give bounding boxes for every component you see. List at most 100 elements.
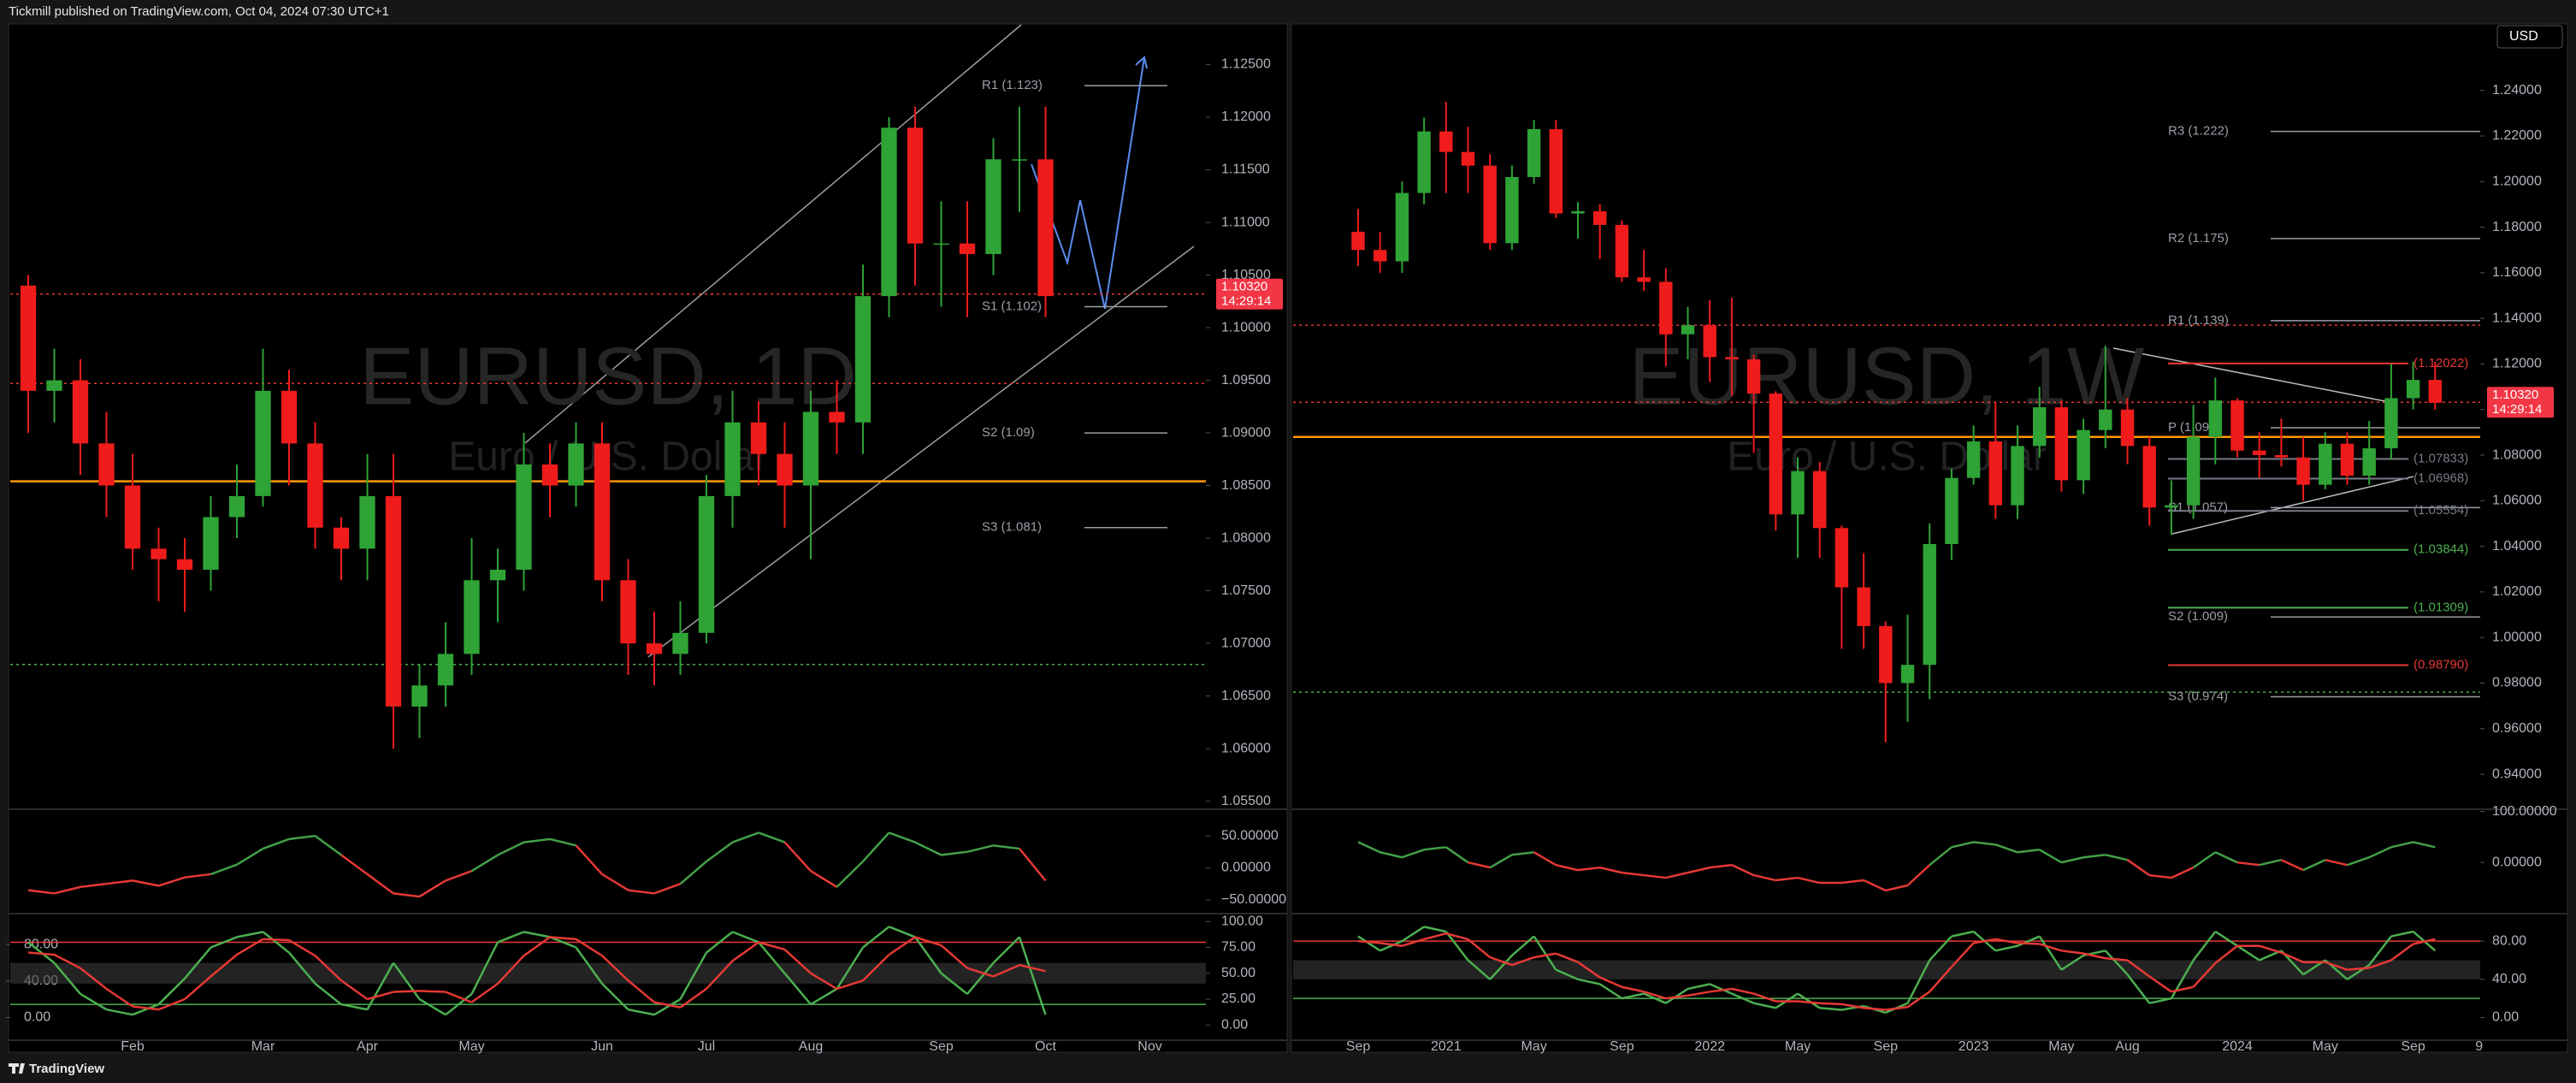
- indicator-segment: [2017, 942, 2040, 945]
- x-tick-label: Sep: [929, 1039, 954, 1054]
- candle-body: [2011, 446, 2024, 506]
- indicator-segment: [2192, 962, 2217, 988]
- fib-label: (1.03844): [2414, 542, 2468, 557]
- projection-path: [1031, 56, 1145, 310]
- currency-button[interactable]: [2496, 25, 2563, 49]
- indicator-segment: [1555, 968, 1579, 980]
- indicator-segment: [783, 841, 812, 873]
- indicator-segment: [889, 831, 916, 843]
- candle-body: [750, 422, 767, 454]
- indicator-segment: [210, 954, 238, 978]
- indicator-segment: [288, 951, 316, 985]
- indicator-segment: [2149, 873, 2172, 879]
- y-tick-label: 1.08500: [1221, 478, 1271, 493]
- indicator-segment: [1511, 935, 1535, 956]
- candle-body: [1769, 394, 1783, 515]
- fib-label: (1.01309): [2414, 600, 2468, 614]
- x-tick-label: Aug: [799, 1039, 823, 1054]
- candle-body: [802, 411, 819, 486]
- fib-label: (1.05554): [2414, 503, 2468, 518]
- indicator-segment: [810, 987, 838, 1006]
- indicator-segment: [940, 972, 968, 995]
- indicator-segment: [575, 946, 604, 985]
- indicator-segment: [470, 941, 499, 995]
- candle-body: [1037, 159, 1054, 297]
- y-tick-label: 1.12000: [2492, 357, 2542, 371]
- candle-body: [541, 464, 558, 486]
- candle-body: [829, 411, 845, 423]
- indicator-segment: [1710, 987, 1733, 993]
- indicator-segment: [1423, 926, 1447, 933]
- candle-body: [1923, 543, 1936, 666]
- indicator-segment: [1577, 961, 1601, 979]
- indicator-segment: [2236, 944, 2260, 962]
- x-tick-label: 2024: [2222, 1039, 2253, 1054]
- x-tick-label: Mar: [251, 1039, 275, 1054]
- candle-body: [359, 495, 375, 549]
- indicator-segment: [1599, 983, 1623, 1000]
- y-tick-label: 1.02000: [2492, 584, 2542, 599]
- candle-body: [307, 443, 323, 528]
- indicator-segment: [2105, 956, 2128, 962]
- indicator-segment: [470, 982, 499, 1003]
- triangle-line: [2171, 476, 2414, 535]
- pivot-label: S3 (0.974): [2168, 689, 2228, 703]
- currency-label[interactable]: USD: [2509, 29, 2538, 44]
- y-tick-label: 80.00: [24, 937, 58, 951]
- y-tick-label: 1.08000: [1221, 530, 1271, 545]
- indicator-segment: [366, 873, 394, 895]
- drawings: [524, 24, 2414, 658]
- indicator-segment: [106, 879, 133, 885]
- indicator-segment: [1556, 863, 1579, 872]
- indicator-segment: [2148, 997, 2172, 1004]
- indicator-segment: [2280, 859, 2304, 872]
- pivot-label: S2 (1.09): [982, 425, 1035, 440]
- candle-body: [2428, 380, 2443, 403]
- y-tick-label: 1.12000: [1221, 109, 1271, 124]
- candle-body: [2406, 380, 2420, 399]
- candle-body: [1461, 151, 1475, 166]
- y-tick-label: 0.96000: [2492, 721, 2542, 736]
- indicator-segment: [340, 979, 369, 1001]
- y-tick-label: 1.16000: [2492, 265, 2542, 280]
- candle-body: [724, 422, 741, 496]
- indicator-segment: [1489, 955, 1513, 980]
- indicator-segment: [2280, 951, 2304, 963]
- fib-label: (1.07833): [2414, 451, 2468, 465]
- candle-body: [594, 443, 611, 581]
- candle-body: [1791, 470, 1805, 515]
- indicator-segment: [966, 962, 995, 995]
- indicator-segment: [1357, 841, 1381, 854]
- indicator-segment: [679, 951, 708, 1000]
- indicator-segment: [132, 879, 159, 887]
- indicator-segment: [941, 850, 968, 856]
- last-price-tag: [1216, 278, 1283, 310]
- indicator-segment: [2302, 859, 2326, 872]
- indicator-segment: [1401, 849, 1425, 859]
- x-tick-label: May: [2313, 1039, 2338, 1054]
- indicator-segment: [2061, 950, 2084, 955]
- candle-body: [1637, 277, 1651, 282]
- indicator-segment: [2214, 944, 2238, 964]
- indicator-segment: [628, 889, 655, 895]
- indicator-segment: [888, 936, 916, 956]
- indicator-segment: [679, 861, 707, 885]
- indicator-segment: [913, 936, 942, 974]
- countdown: 14:29:14: [2492, 402, 2542, 417]
- indicator-segment: [2390, 930, 2414, 938]
- indicator-segment: [523, 936, 551, 957]
- candle-body: [20, 285, 37, 391]
- x-tick-label: May: [1785, 1039, 1811, 1054]
- indicator-segment: [1994, 843, 2018, 854]
- last-price-tag: [2487, 387, 2554, 418]
- indicator-segment: [1973, 938, 1996, 944]
- indicator-segment: [1380, 942, 1403, 947]
- y-tick-label: 100.00: [1221, 914, 1263, 928]
- indicator-segment: [2170, 959, 2195, 999]
- candle-body: [464, 580, 480, 654]
- indicator-segment: [314, 955, 342, 982]
- indicator-segment: [1018, 937, 1047, 1015]
- indicator-segment: [1401, 926, 1425, 943]
- indicator-segment: [2390, 943, 2414, 962]
- indicator-segment: [575, 938, 603, 957]
